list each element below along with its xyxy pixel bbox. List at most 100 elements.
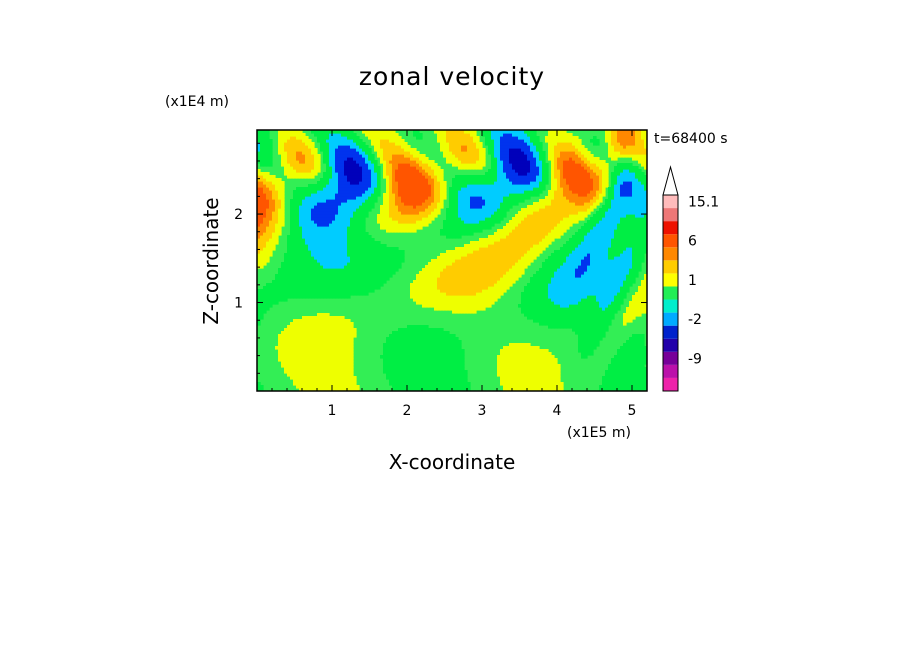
contour-cell — [407, 343, 411, 347]
contour-cell — [470, 223, 474, 227]
contour-cell — [296, 319, 300, 323]
contour-cell — [392, 220, 396, 224]
contour-cell — [416, 334, 420, 338]
contour-cell — [305, 151, 309, 155]
contour-cell — [425, 286, 429, 290]
contour-cell — [422, 331, 426, 335]
contour-cell — [491, 256, 495, 260]
contour-cell — [323, 376, 327, 380]
contour-cell — [311, 295, 315, 299]
contour-cell — [380, 256, 384, 260]
contour-cell — [446, 139, 450, 143]
contour-cell — [503, 259, 507, 263]
contour-cell — [305, 253, 309, 257]
contour-cell — [443, 154, 447, 158]
contour-cell — [293, 328, 297, 332]
contour-cell — [350, 355, 354, 359]
contour-cell — [401, 175, 405, 179]
contour-cell — [386, 175, 390, 179]
contour-cell — [422, 163, 426, 167]
contour-cell — [266, 238, 270, 242]
contour-cell — [332, 178, 336, 182]
contour-cell — [419, 349, 423, 353]
contour-cell — [356, 175, 360, 179]
contour-cell — [278, 187, 282, 191]
contour-cell — [371, 184, 375, 188]
contour-cell — [437, 202, 441, 206]
contour-cell — [332, 232, 336, 236]
contour-cell — [497, 238, 501, 242]
contour-cell — [296, 334, 300, 338]
contour-cell — [431, 178, 435, 182]
contour-cell — [419, 175, 423, 179]
contour-cell — [296, 169, 300, 173]
contour-cell — [422, 343, 426, 347]
contour-cell — [287, 172, 291, 176]
contour-cell — [494, 244, 498, 248]
contour-cell — [323, 208, 327, 212]
contour-cell — [362, 154, 366, 158]
contour-cell — [434, 184, 438, 188]
contour-cell — [290, 232, 294, 236]
contour-cell — [284, 133, 288, 137]
contour-cell — [368, 157, 372, 161]
contour-cell — [437, 289, 441, 293]
contour-cell — [260, 247, 264, 251]
contour-cell — [293, 151, 297, 155]
contour-cell — [455, 346, 459, 350]
contour-cell — [446, 286, 450, 290]
contour-cell — [452, 196, 456, 200]
contour-cell — [317, 157, 321, 161]
contour-cell — [263, 208, 267, 212]
contour-cell — [503, 274, 507, 278]
contour-cell — [485, 265, 489, 269]
contour-cell — [422, 187, 426, 191]
contour-cell — [437, 304, 441, 308]
contour-cell — [317, 268, 321, 272]
contour-cell — [446, 304, 450, 308]
contour-cell — [446, 226, 450, 230]
contour-cell — [359, 277, 363, 281]
contour-cell — [440, 196, 444, 200]
contour-cell — [338, 388, 342, 391]
contour-cell — [305, 202, 309, 206]
contour-cell — [428, 292, 432, 296]
contour-cell — [287, 235, 291, 239]
contour-cell — [332, 388, 336, 391]
contour-cell — [395, 211, 399, 215]
contour-cell — [419, 220, 423, 224]
contour-cell — [449, 142, 453, 146]
contour-cell — [383, 262, 387, 266]
contour-cell — [395, 154, 399, 158]
contour-cell — [323, 256, 327, 260]
contour-cell — [383, 157, 387, 161]
contour-cell — [437, 196, 441, 200]
contour-cell — [455, 163, 459, 167]
contour-cell — [377, 277, 381, 281]
contour-cell — [350, 238, 354, 242]
contour-cell — [335, 130, 339, 134]
contour-cell — [344, 340, 348, 344]
contour-cell — [419, 361, 423, 365]
contour-cell — [497, 244, 501, 248]
contour-cell — [407, 226, 411, 230]
contour-cell — [284, 154, 288, 158]
contour-cell — [467, 208, 471, 212]
contour-cell — [287, 145, 291, 149]
contour-cell — [455, 232, 459, 236]
contour-cell — [479, 274, 483, 278]
contour-cell — [410, 151, 414, 155]
contour-cell — [320, 184, 324, 188]
contour-cell — [341, 160, 345, 164]
contour-cell — [413, 385, 417, 389]
contour-cell — [449, 307, 453, 311]
contour-cell — [266, 136, 270, 140]
contour-cell — [323, 322, 327, 326]
contour-cell — [482, 265, 486, 269]
contour-cell — [326, 346, 330, 350]
contour-cell — [308, 157, 312, 161]
contour-cell — [389, 337, 393, 341]
contour-cell — [269, 244, 273, 248]
contour-cell — [344, 229, 348, 233]
contour-cell — [263, 142, 267, 146]
